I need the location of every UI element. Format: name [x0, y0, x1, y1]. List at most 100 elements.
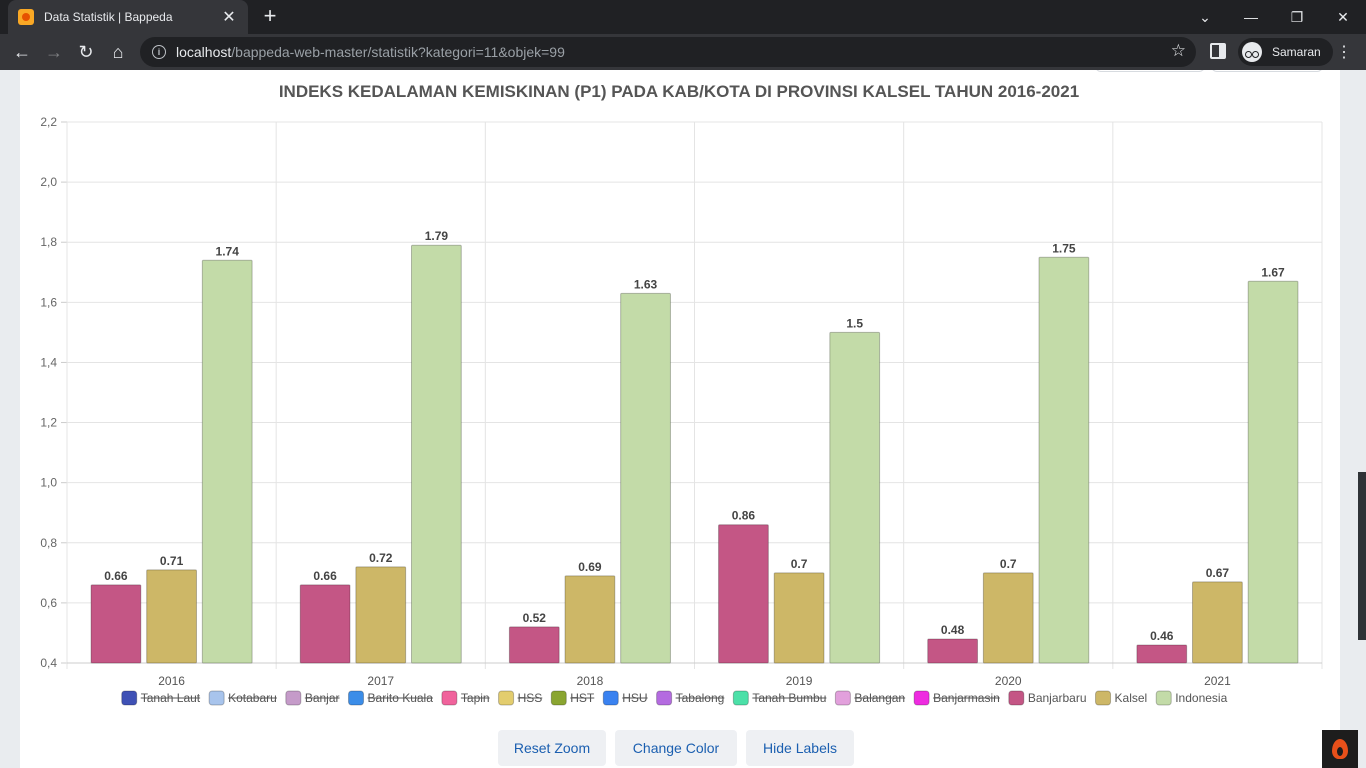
- legend-swatch: [441, 690, 458, 706]
- legend-swatch: [208, 690, 225, 706]
- data-label: 1.63: [634, 277, 658, 291]
- y-tick-label: 0,6: [40, 596, 57, 610]
- x-tick-label: 2018: [577, 674, 604, 688]
- chart-card: INDEKS KEDALAMAN KEMISKINAN (P1) PADA KA…: [20, 70, 1340, 768]
- url-path: /bappeda-web-master/statistik?kategori=1…: [231, 44, 565, 60]
- chart-legend: Tanah Laut Kotabaru Banjar Barito Kuala Tapi…: [121, 690, 1228, 706]
- hide-labels-button[interactable]: Hide Labels: [746, 730, 854, 766]
- browser-tab-bar: Data Statistik | Bappeda ✕ + ⌄ — ❐ ✕: [0, 0, 1366, 34]
- legend-label: Banjarbaru: [1028, 691, 1087, 705]
- legend-item-banjarmasin[interactable]: Banjarmasin: [913, 690, 1000, 706]
- bar-kalsel-2019[interactable]: [773, 572, 825, 664]
- legend-swatch: [834, 690, 851, 706]
- bar-indonesia-2016[interactable]: [201, 259, 253, 664]
- legend-item-tanah-bumbu[interactable]: Tanah Bumbu: [732, 690, 827, 706]
- page-viewport: INDEKS KEDALAMAN KEMISKINAN (P1) PADA KA…: [0, 70, 1366, 768]
- bar-banjarbaru-2019[interactable]: [718, 524, 769, 664]
- bar-indonesia-2021[interactable]: [1247, 280, 1299, 664]
- minimize-icon[interactable]: —: [1244, 9, 1258, 25]
- restore-icon[interactable]: ❐: [1290, 8, 1304, 25]
- chart-data-labels: 0.66 0.71 1.74 0.66 0.72 1.79 0.52 0.69 1.63 0.86…: [104, 229, 1285, 643]
- bar-banjarbaru-2017[interactable]: [299, 584, 351, 664]
- change-color-button[interactable]: Change Color: [615, 730, 737, 766]
- bar-banjarbaru-2020[interactable]: [927, 638, 979, 664]
- bar-kalsel-2016[interactable]: [146, 569, 197, 664]
- reload-icon[interactable]: ↻: [78, 41, 94, 62]
- tab-search-chevron-icon[interactable]: ⌄: [1199, 8, 1211, 25]
- side-panel-icon[interactable]: [1210, 43, 1226, 59]
- chart-bars: [90, 244, 1299, 664]
- legend-swatch: [656, 690, 673, 706]
- bar-indonesia-2017[interactable]: [410, 244, 462, 664]
- back-arrow-icon[interactable]: ←: [13, 41, 31, 62]
- legend-swatch: [550, 690, 567, 706]
- bar-indonesia-2018[interactable]: [620, 292, 671, 664]
- data-label: 0.72: [369, 551, 393, 565]
- close-window-icon[interactable]: ✕: [1337, 8, 1349, 25]
- legend-item-indonesia[interactable]: Indonesia: [1155, 690, 1228, 706]
- incognito-avatar-icon: [1242, 42, 1262, 62]
- bar-indonesia-2019[interactable]: [829, 331, 881, 664]
- new-tab-icon[interactable]: +: [263, 3, 277, 28]
- data-label: 0.7: [791, 557, 808, 571]
- y-tick-label: 1,0: [40, 476, 57, 490]
- browser-menu-icon[interactable]: ⋮: [1336, 44, 1352, 61]
- bar-kalsel-2018[interactable]: [564, 575, 616, 664]
- data-label: 1.74: [216, 244, 240, 258]
- bar-chart: INDEKS KEDALAMAN KEMISKINAN (P1) PADA KA…: [40, 82, 1323, 706]
- legend-swatch: [602, 690, 619, 706]
- profile-button[interactable]: Samaran: [1238, 38, 1333, 66]
- bar-banjarbaru-2016[interactable]: [90, 584, 142, 664]
- legend-item-barito-kuala[interactable]: Barito Kuala: [348, 690, 434, 706]
- chart-grid: [61, 121, 1323, 669]
- x-tick-label: 2016: [158, 674, 185, 688]
- legend-item-kotabaru[interactable]: Kotabaru: [208, 690, 277, 706]
- legend-item-hss[interactable]: HSS: [498, 690, 543, 706]
- legend-swatch: [1095, 690, 1112, 706]
- bookmark-star-icon[interactable]: ☆: [1170, 41, 1186, 60]
- legend-item-hsu[interactable]: HSU: [602, 690, 648, 706]
- profile-name: Samaran: [1272, 45, 1321, 59]
- x-axis-ticks: 2016 2017 2018 2019 2020 2021: [158, 674, 1231, 688]
- y-axis-ticks: 0,4 0,6 0,8 1,0 1,2 1,4 1,6 1,8 2,0 2,2: [40, 115, 57, 670]
- legend-item-tabalong[interactable]: Tabalong: [656, 690, 725, 706]
- x-tick-label: 2021: [1204, 674, 1231, 688]
- bar-kalsel-2017[interactable]: [355, 566, 407, 664]
- y-tick-label: 1,8: [40, 235, 57, 249]
- legend-label: Indonesia: [1175, 691, 1227, 705]
- legend-item-banjarbaru[interactable]: Banjarbaru: [1008, 690, 1087, 706]
- scrollbar-thumb[interactable]: [1358, 472, 1366, 640]
- bar-indonesia-2020[interactable]: [1038, 256, 1090, 664]
- site-info-icon[interactable]: i: [152, 45, 166, 59]
- browser-tab[interactable]: Data Statistik | Bappeda ✕: [8, 0, 248, 34]
- bar-kalsel-2020[interactable]: [982, 572, 1034, 664]
- y-tick-label: 2,0: [40, 175, 57, 189]
- bar-banjarbaru-2021[interactable]: [1136, 644, 1188, 664]
- codeigniter-flame-icon[interactable]: [1322, 730, 1358, 768]
- page-scrollbar[interactable]: [1358, 70, 1366, 768]
- bar-banjarbaru-2018[interactable]: [508, 626, 560, 664]
- legend-item-tapin[interactable]: Tapin: [441, 690, 490, 706]
- data-label: 1.79: [425, 229, 449, 243]
- data-label: 0.71: [160, 554, 184, 568]
- data-label: 1.67: [1261, 265, 1285, 279]
- home-icon[interactable]: ⌂: [112, 41, 124, 62]
- x-tick-label: 2020: [995, 674, 1022, 688]
- reset-zoom-button[interactable]: Reset Zoom: [498, 730, 606, 766]
- legend-item-tanah-laut[interactable]: Tanah Laut: [121, 690, 201, 706]
- bar-kalsel-2021[interactable]: [1192, 581, 1243, 664]
- url-host: localhost: [176, 44, 232, 60]
- legend-item-kalsel[interactable]: Kalsel: [1095, 690, 1148, 706]
- y-tick-label: 1,6: [40, 295, 57, 309]
- close-tab-icon[interactable]: ✕: [222, 9, 236, 26]
- legend-item-balangan[interactable]: Balangan: [834, 690, 906, 706]
- legend-item-banjar[interactable]: Banjar: [285, 690, 340, 706]
- legend-swatch: [121, 690, 138, 706]
- data-label: 0.66: [104, 569, 128, 583]
- legend-item-hst[interactable]: HST: [550, 690, 595, 706]
- tab-title: Data Statistik | Bappeda: [44, 10, 173, 24]
- forward-arrow-icon[interactable]: →: [45, 41, 63, 62]
- data-label: 0.46: [1150, 629, 1174, 643]
- y-tick-label: 1,4: [40, 355, 57, 369]
- address-bar[interactable]: i localhost/bappeda-web-master/statistik…: [140, 37, 1196, 67]
